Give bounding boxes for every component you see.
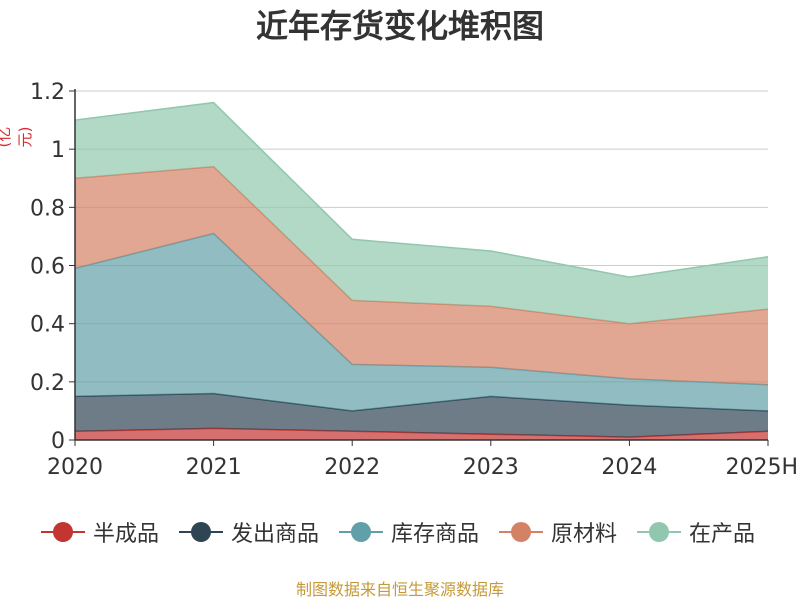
legend-label-1: 发出商品 <box>230 522 319 547</box>
data-source-note: 制图数据来自恒生聚源数据库 <box>295 580 504 599</box>
y-tick-label-0.8: 0.8 <box>30 196 65 221</box>
legend-swatch-4 <box>637 520 682 544</box>
legend: 半成品 发出商品 库存商品 原材料 在产品 <box>0 512 800 552</box>
legend-label-0: 半成品 <box>92 522 159 547</box>
x-tick-label-2022: 2022 <box>324 455 380 480</box>
legend-item-0[interactable]: 半成品 <box>40 516 159 548</box>
legend-item-2[interactable]: 库存商品 <box>338 516 479 548</box>
legend-dot <box>190 522 211 542</box>
legend-swatch-0 <box>40 520 85 544</box>
legend-dot <box>350 522 371 542</box>
x-tick-label-2020: 2020 <box>47 455 103 480</box>
area-series-4 <box>75 102 768 324</box>
legend-label-3: 原材料 <box>551 522 618 547</box>
y-tick-label-0.4: 0.4 <box>30 313 65 338</box>
area-series-3 <box>75 166 768 385</box>
x-tick-label-2023: 2023 <box>463 455 519 480</box>
legend-swatch-1 <box>178 520 223 544</box>
legend-swatch-3 <box>499 520 543 544</box>
y-tick-label-0: 0 <box>51 429 65 454</box>
line-series-4 <box>74 101 769 278</box>
area-series-1 <box>75 393 768 438</box>
y-tick-label-0.2: 0.2 <box>30 371 65 396</box>
x-tick-label-2024: 2024 <box>601 455 657 480</box>
legend-label-4: 在产品 <box>689 522 756 547</box>
y-tick-label-1.2: 1.2 <box>30 80 65 105</box>
legend-item-4[interactable]: 在产品 <box>637 516 755 548</box>
legend-swatch-2 <box>338 520 383 544</box>
legend-dot <box>511 522 531 542</box>
y-tick-label-0.6: 0.6 <box>30 255 65 280</box>
area-series-2 <box>75 233 768 411</box>
x-tick-label-2021: 2021 <box>186 455 242 480</box>
legend-dot <box>52 522 73 542</box>
x-tick-label-2025H: 2025H <box>725 455 798 480</box>
legend-item-3[interactable]: 原材料 <box>499 516 617 548</box>
legend-dot <box>649 522 670 542</box>
legend-item-1[interactable]: 发出商品 <box>178 516 319 548</box>
legend-label-2: 库存商品 <box>390 522 479 547</box>
chart-title: 近年存货变化堆积图 <box>255 7 544 45</box>
y-tick-label-1: 1 <box>51 138 65 163</box>
